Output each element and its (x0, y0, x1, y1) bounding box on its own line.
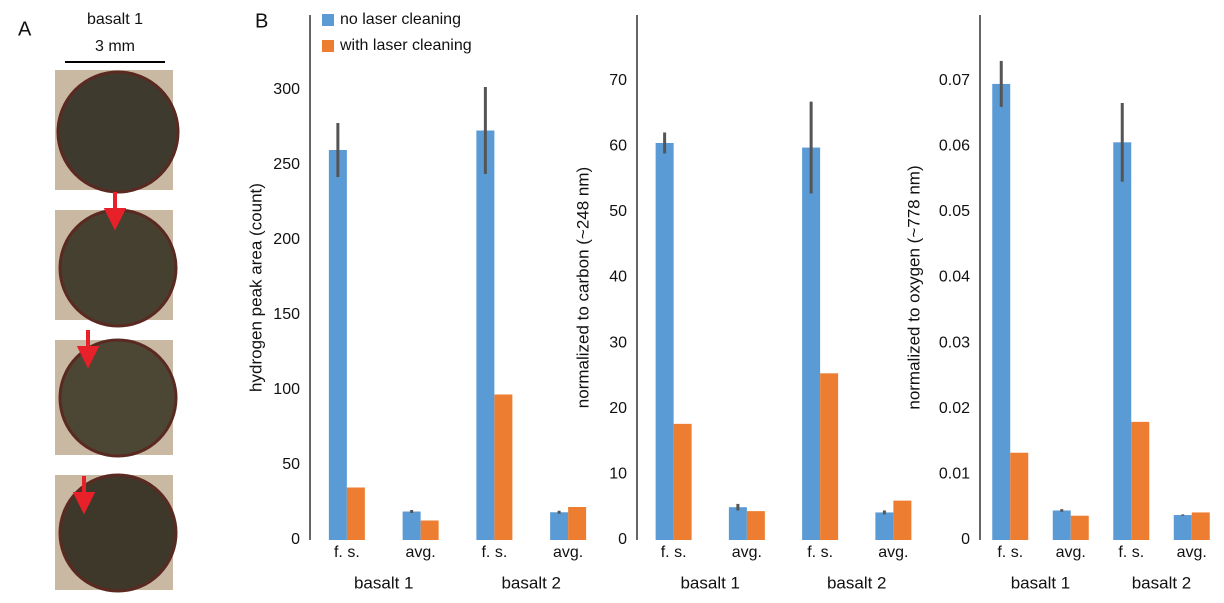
bar (550, 512, 569, 540)
x-tick-label: f. s. (997, 544, 1023, 561)
x-tick-label: f. s. (807, 544, 833, 561)
legend-swatch (322, 14, 334, 26)
y-tick-label: 0.06 (939, 137, 970, 154)
bar (728, 507, 747, 540)
y-axis-title: normalized to oxygen (~778 nm) (904, 165, 923, 409)
bar (1113, 142, 1132, 540)
bar (568, 507, 587, 540)
y-tick-label: 0.05 (939, 203, 970, 220)
bar (673, 423, 692, 540)
y-axis-title: normalized to carbon (~248 nm) (573, 167, 592, 408)
bar (476, 130, 495, 540)
legend-label: no laser cleaning (340, 11, 461, 28)
y-tick-label: 20 (609, 400, 627, 417)
bar (346, 487, 365, 540)
y-tick-label: 300 (273, 81, 300, 98)
y-tick-label: 40 (609, 269, 627, 286)
y-tick-label: 10 (609, 466, 627, 483)
bar (746, 511, 765, 540)
x-tick-label: avg. (406, 544, 436, 561)
y-tick-label: 0.03 (939, 334, 970, 351)
group-label: basalt 1 (680, 573, 740, 592)
x-tick-label: avg. (878, 544, 908, 561)
bar (1173, 515, 1192, 540)
y-axis-title: hydrogen peak area (count) (246, 183, 265, 392)
group-label: basalt 1 (1011, 573, 1071, 592)
sample (58, 208, 178, 328)
y-tick-label: 50 (282, 456, 300, 473)
x-tick-label: avg. (1177, 544, 1207, 561)
y-tick-label: 30 (609, 334, 627, 351)
sample-title: basalt 1 (87, 11, 143, 28)
arrow (72, 476, 96, 515)
bar (1131, 421, 1150, 540)
y-tick-label: 70 (609, 72, 627, 89)
x-tick-label: avg. (1056, 544, 1086, 561)
sample (58, 338, 178, 458)
bar (1070, 515, 1089, 540)
group-label: basalt 2 (1132, 573, 1192, 592)
x-tick-label: f. s. (1118, 544, 1144, 561)
group-label: basalt 2 (501, 573, 561, 592)
bar (875, 512, 894, 540)
y-tick-label: 60 (609, 137, 627, 154)
bar (328, 150, 347, 540)
photos (55, 70, 180, 593)
bar (992, 83, 1011, 540)
arrow (76, 330, 100, 369)
bar (820, 373, 839, 540)
y-tick-label: 100 (273, 381, 300, 398)
bar (893, 500, 912, 540)
y-tick-label: 0 (291, 531, 300, 548)
panel-label: A (18, 18, 32, 40)
group-label: basalt 2 (827, 573, 887, 592)
legend-label: with laser cleaning (339, 37, 472, 54)
x-tick-label: f. s. (334, 544, 360, 561)
scale-label: 3 mm (95, 38, 135, 55)
legend-swatch (322, 40, 334, 52)
y-tick-label: 200 (273, 231, 300, 248)
y-tick-label: 0 (961, 531, 970, 548)
sample (56, 70, 180, 194)
y-tick-label: 0.01 (939, 466, 970, 483)
bar (420, 520, 439, 540)
x-tick-label: f. s. (481, 544, 507, 561)
panel-label: B (255, 10, 268, 32)
bar (655, 142, 674, 540)
y-tick-label: 150 (273, 306, 300, 323)
y-tick-label: 50 (609, 203, 627, 220)
group-label: basalt 1 (354, 573, 414, 592)
x-tick-label: avg. (732, 544, 762, 561)
y-tick-label: 0.04 (939, 269, 970, 286)
bar (1010, 452, 1029, 540)
arrow (103, 192, 127, 231)
x-tick-label: f. s. (661, 544, 687, 561)
bar (1191, 512, 1210, 540)
bar (802, 147, 821, 540)
x-tick-label: avg. (553, 544, 583, 561)
y-tick-label: 0.02 (939, 400, 970, 417)
y-tick-label: 0 (618, 531, 627, 548)
bar (402, 511, 421, 540)
bar (1052, 510, 1071, 540)
y-tick-label: 0.07 (939, 72, 970, 89)
bar (494, 394, 513, 540)
y-tick-label: 250 (273, 156, 300, 173)
